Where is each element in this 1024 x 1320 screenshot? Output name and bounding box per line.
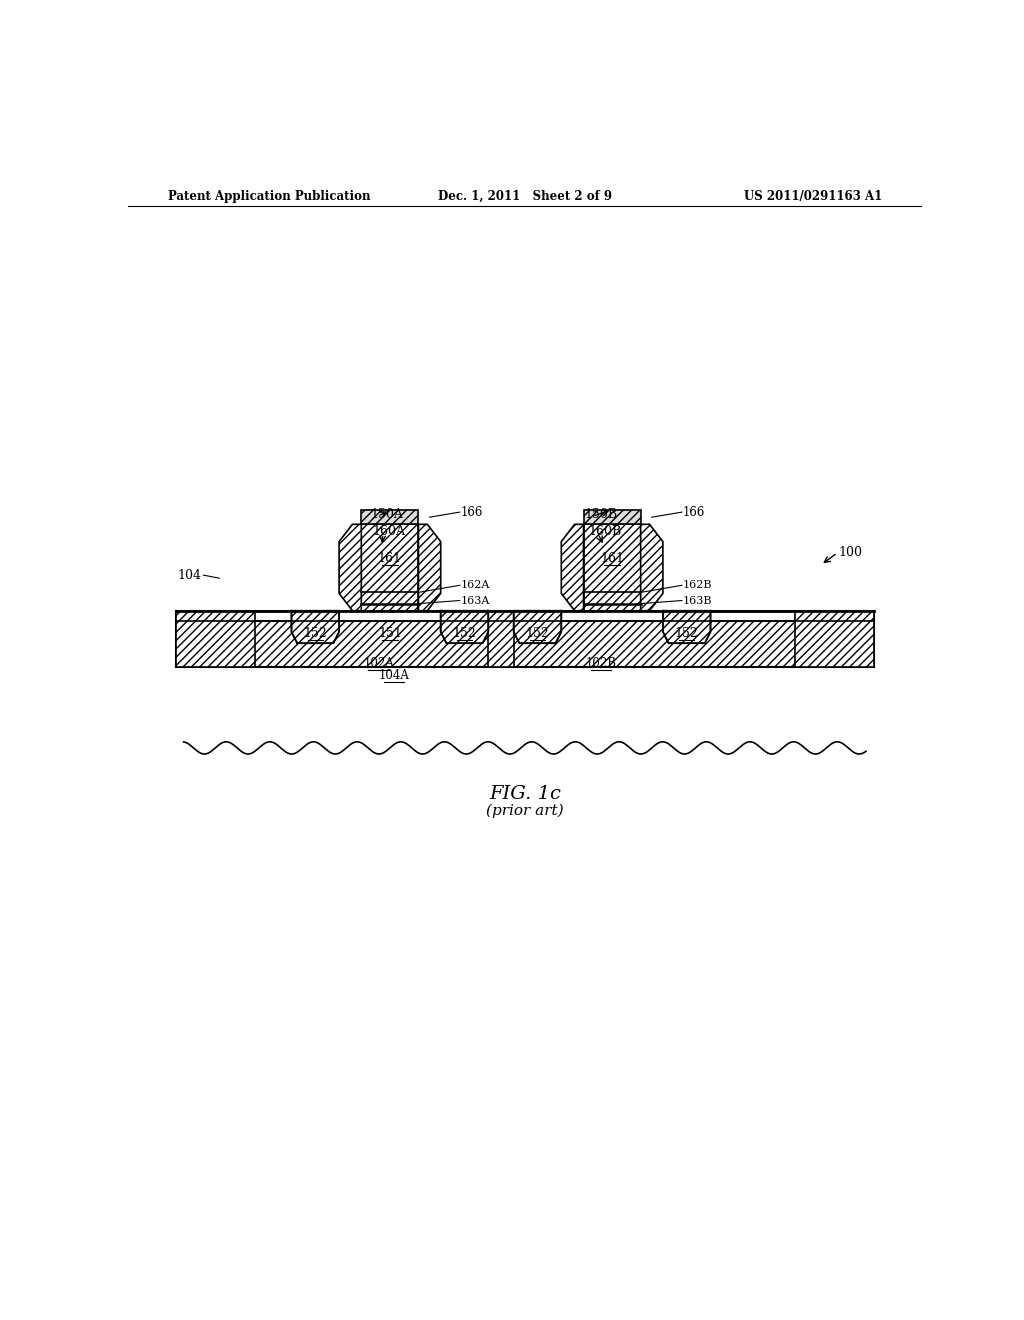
Text: Dec. 1, 2011   Sheet 2 of 9: Dec. 1, 2011 Sheet 2 of 9 <box>438 190 611 202</box>
Text: Patent Application Publication: Patent Application Publication <box>168 190 371 202</box>
Text: 162B: 162B <box>683 581 713 590</box>
Polygon shape <box>561 524 584 611</box>
Text: US 2011/0291163 A1: US 2011/0291163 A1 <box>743 190 882 202</box>
Text: 152: 152 <box>525 627 549 640</box>
Bar <box>176 620 873 667</box>
Text: 152: 152 <box>453 627 476 640</box>
Bar <box>795 611 874 667</box>
Text: 161: 161 <box>600 552 624 565</box>
Bar <box>176 611 873 620</box>
Text: 161: 161 <box>378 552 401 565</box>
Text: 104: 104 <box>177 569 201 582</box>
Polygon shape <box>440 611 488 643</box>
Text: 151: 151 <box>378 627 401 640</box>
Text: FIG. 1c: FIG. 1c <box>488 784 561 803</box>
Text: 102B: 102B <box>586 657 616 671</box>
Polygon shape <box>292 611 339 643</box>
Bar <box>488 611 514 667</box>
Text: 160A: 160A <box>373 525 406 539</box>
Polygon shape <box>419 524 440 611</box>
Text: 152: 152 <box>675 627 698 640</box>
Text: 166: 166 <box>461 506 483 519</box>
Text: 162A: 162A <box>461 581 489 590</box>
Polygon shape <box>514 611 561 643</box>
Text: 150A: 150A <box>370 508 402 520</box>
Text: 152: 152 <box>303 627 327 640</box>
Text: 160B: 160B <box>588 525 622 539</box>
Text: 163A: 163A <box>461 595 489 606</box>
Polygon shape <box>440 611 488 643</box>
Polygon shape <box>663 611 711 643</box>
Bar <box>584 510 641 524</box>
Polygon shape <box>292 611 339 643</box>
Polygon shape <box>514 611 561 643</box>
Text: 163B: 163B <box>683 595 713 606</box>
Bar <box>361 510 419 524</box>
Bar <box>584 524 641 611</box>
Bar <box>361 524 419 611</box>
Text: 100: 100 <box>839 546 862 560</box>
Polygon shape <box>641 524 663 611</box>
Bar <box>176 611 255 667</box>
Text: 102A: 102A <box>364 657 394 671</box>
Text: 166: 166 <box>683 506 706 519</box>
Polygon shape <box>339 524 361 611</box>
Text: (prior art): (prior art) <box>486 804 563 818</box>
Text: 150B: 150B <box>585 508 617 520</box>
Polygon shape <box>663 611 711 643</box>
Text: 104A: 104A <box>379 669 410 682</box>
